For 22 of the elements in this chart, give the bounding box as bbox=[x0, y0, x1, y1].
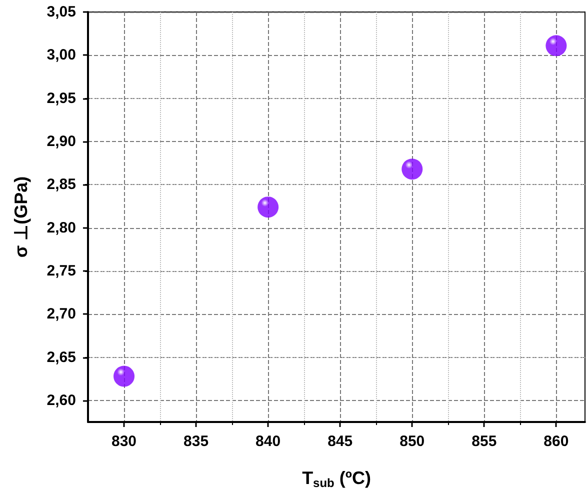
x-tick-label: 835 bbox=[184, 433, 209, 450]
y-tick-label: 2,65 bbox=[46, 348, 76, 366]
y-tick-label: 2,95 bbox=[46, 90, 76, 107]
y-tick-label: 2,70 bbox=[46, 306, 76, 323]
y-tick-label: 3,00 bbox=[46, 46, 76, 64]
point bbox=[114, 366, 135, 387]
x-tick-label: 855 bbox=[472, 433, 497, 450]
y-tick-label: 2,75 bbox=[46, 262, 76, 280]
x-tick-label: 830 bbox=[112, 433, 137, 450]
point bbox=[258, 196, 279, 218]
y-tick-label: 3,05 bbox=[46, 4, 76, 20]
point bbox=[546, 35, 567, 56]
x-tick-label: 860 bbox=[544, 433, 569, 450]
y-tick-label: 2,80 bbox=[46, 219, 76, 236]
x-tick-label: 850 bbox=[400, 433, 425, 450]
y-tick-label: 2,60 bbox=[46, 392, 76, 409]
x-tick-label: 845 bbox=[328, 433, 353, 450]
point bbox=[402, 158, 423, 180]
x-tick-label: 840 bbox=[256, 433, 281, 450]
y-axis-title: σ ⊥(GPa) bbox=[11, 176, 31, 258]
y-tick-label: 2,85 bbox=[46, 176, 76, 194]
y-tick-label: 2,90 bbox=[46, 132, 76, 150]
